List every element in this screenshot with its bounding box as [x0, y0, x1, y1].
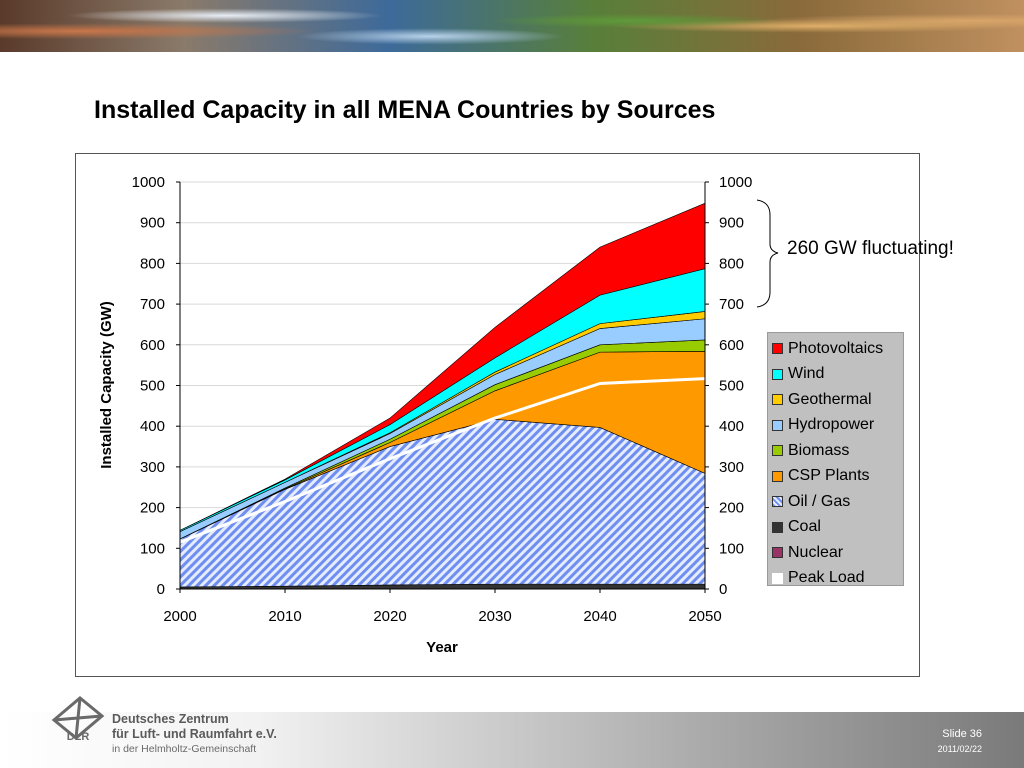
- legend-swatch: [772, 343, 783, 355]
- legend-label: Hydropower: [788, 416, 875, 434]
- slide-number: Slide 36: [942, 728, 982, 740]
- legend-label: Wind: [788, 365, 825, 383]
- legend-item-nuclear: Nuclear: [772, 540, 903, 566]
- legend-item-hydropower: Hydropower: [772, 413, 903, 439]
- y2-tick-label: 900: [719, 215, 744, 232]
- slide-date: 2011/02/22: [937, 744, 982, 754]
- area-series: [179, 202, 706, 590]
- y2-tick-label: 100: [719, 540, 744, 557]
- legend-swatch: [772, 521, 783, 533]
- y2-tick-label: 1000: [719, 174, 752, 191]
- dlr-logo-icon: DLR: [51, 696, 105, 742]
- y-tick-label: 700: [140, 296, 165, 313]
- legend-item-wind: Wind: [772, 362, 903, 388]
- y-tick-label: 1000: [132, 174, 165, 191]
- legend-item-geothermal: Geothermal: [772, 387, 903, 413]
- y-axis-label: Installed Capacity (GW): [98, 301, 115, 469]
- y-tick-label: 800: [140, 255, 165, 272]
- legend-item-csp-plants: CSP Plants: [772, 464, 903, 490]
- x-tick-label: 2050: [688, 608, 721, 625]
- legend-label: CSP Plants: [788, 467, 870, 485]
- legend-swatch: [772, 368, 783, 380]
- legend-swatch: [772, 547, 783, 559]
- legend-swatch: [771, 571, 784, 585]
- y2-tick-label: 0: [719, 581, 727, 598]
- legend-item-oil-gas: Oil / Gas: [772, 489, 903, 515]
- org-line-2: für Luft- und Raumfahrt e.V.: [112, 727, 277, 741]
- legend-swatch: [772, 496, 783, 508]
- y2-tick-label: 600: [719, 337, 744, 354]
- peak-load-line: [179, 377, 706, 544]
- legend-item-biomass: Biomass: [772, 438, 903, 464]
- y2-tick-label: 300: [719, 459, 744, 476]
- chart-legend: Photovoltaics Wind Geothermal Hydropower Bio…: [767, 332, 904, 586]
- org-line-1: Deutsches Zentrum: [112, 712, 229, 726]
- legend-item-peak-load: Peak Load: [771, 566, 903, 592]
- y2-tick-label: 500: [719, 378, 744, 395]
- brace-bracket: [756, 199, 779, 308]
- legend-swatch: [772, 394, 783, 406]
- header-banner-image: [0, 0, 1024, 52]
- legend-label: Photovoltaics: [788, 339, 884, 357]
- y-tick-label: 100: [140, 540, 165, 557]
- y-tick-label: 200: [140, 500, 165, 517]
- y-tick-label: 400: [140, 418, 165, 435]
- y2-tick-label: 400: [719, 418, 744, 435]
- x-tick-label: 2040: [583, 608, 616, 625]
- footer-bar: [0, 712, 1024, 768]
- legend-label: Geothermal: [788, 390, 872, 408]
- legend-swatch: [772, 419, 783, 431]
- legend-label: Nuclear: [788, 543, 844, 561]
- y-tick-label: 500: [140, 378, 165, 395]
- peak-load-line-layer: [179, 377, 706, 544]
- y2-tick-label: 800: [719, 255, 744, 272]
- y-tick-label: 600: [140, 337, 165, 354]
- x-axis-label: Year: [426, 639, 458, 656]
- svg-text:DLR: DLR: [67, 731, 90, 742]
- x-tick-label: 2000: [163, 608, 196, 625]
- y-tick-label: 0: [157, 581, 165, 598]
- legend-label: Biomass: [788, 441, 850, 459]
- legend-label: Peak Load: [788, 569, 865, 587]
- y2-tick-label: 700: [719, 296, 744, 313]
- y2-tick-label: 200: [719, 500, 744, 517]
- area-oil-gas: [179, 418, 706, 588]
- x-tick-label: 2020: [373, 608, 406, 625]
- fluctuating-annotation: 260 GW fluctuating!: [787, 238, 954, 259]
- legend-swatch: [772, 445, 783, 457]
- org-line-3: in der Helmholtz-Gemeinschaft: [112, 743, 257, 755]
- legend-item-photovoltaics: Photovoltaics: [772, 336, 903, 362]
- axes: 0 100 200 300 400 500 600 700 800 900 1000 0 100 200 3…: [132, 174, 753, 625]
- legend-label: Coal: [788, 518, 821, 536]
- y-tick-label: 300: [140, 459, 165, 476]
- legend-swatch: [772, 470, 783, 482]
- organization-name: Deutsches Zentrum für Luft- und Raumfahr…: [112, 712, 277, 757]
- slide-title: Installed Capacity in all MENA Countries…: [94, 96, 716, 124]
- legend-label: Oil / Gas: [788, 492, 851, 510]
- x-tick-label: 2010: [268, 608, 301, 625]
- y-tick-label: 900: [140, 215, 165, 232]
- x-tick-label: 2030: [478, 608, 511, 625]
- legend-item-coal: Coal: [772, 515, 903, 541]
